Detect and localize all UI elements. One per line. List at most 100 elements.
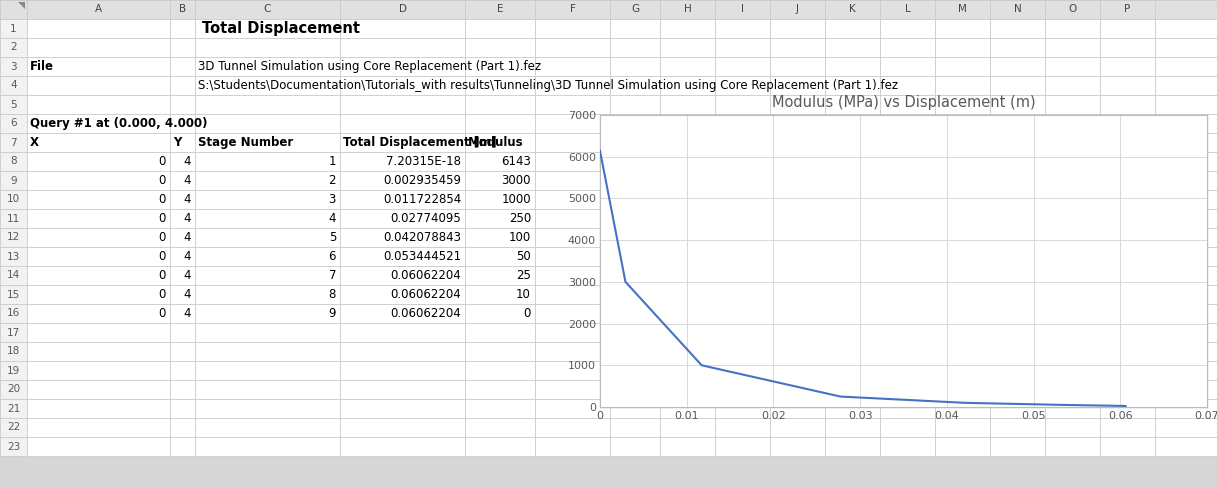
Bar <box>989 361 1045 380</box>
Bar <box>1045 399 1100 418</box>
Text: 8: 8 <box>10 157 17 166</box>
Bar <box>880 114 935 133</box>
Text: 0: 0 <box>158 288 166 301</box>
Text: 25: 25 <box>516 269 531 282</box>
Text: 0: 0 <box>158 212 166 225</box>
Bar <box>935 152 989 171</box>
Bar <box>610 0 660 19</box>
Bar <box>340 304 465 323</box>
Text: 0.002935459: 0.002935459 <box>383 174 461 187</box>
Bar <box>660 285 716 304</box>
Bar <box>465 247 535 266</box>
Bar <box>716 114 770 133</box>
Bar <box>825 304 880 323</box>
Bar <box>195 133 340 152</box>
Bar <box>770 323 825 342</box>
Bar <box>0 152 27 171</box>
Bar <box>880 228 935 247</box>
Bar <box>340 266 465 285</box>
Text: 0.042078843: 0.042078843 <box>383 231 461 244</box>
Bar <box>989 380 1045 399</box>
Bar <box>880 171 935 190</box>
Bar <box>1100 266 1155 285</box>
Bar <box>1045 0 1100 19</box>
Bar <box>1155 190 1217 209</box>
Bar <box>465 342 535 361</box>
Bar <box>465 19 535 38</box>
Bar <box>660 380 716 399</box>
Bar <box>535 95 610 114</box>
Bar <box>770 285 825 304</box>
Bar <box>716 418 770 437</box>
Bar <box>465 190 535 209</box>
Bar <box>825 133 880 152</box>
Bar <box>535 133 610 152</box>
Bar <box>610 133 660 152</box>
Bar <box>716 0 770 19</box>
Text: 1: 1 <box>329 155 336 168</box>
Bar <box>660 361 716 380</box>
Bar <box>825 171 880 190</box>
Bar <box>195 38 340 57</box>
Text: 11: 11 <box>7 214 21 224</box>
Bar <box>660 399 716 418</box>
Bar <box>465 209 535 228</box>
Bar <box>610 190 660 209</box>
Bar <box>1045 418 1100 437</box>
Bar <box>770 57 825 76</box>
Bar <box>0 114 27 133</box>
Text: 6: 6 <box>329 250 336 263</box>
Text: Modulus: Modulus <box>469 136 523 149</box>
Bar <box>27 190 170 209</box>
Bar <box>610 323 660 342</box>
Text: 9: 9 <box>10 176 17 185</box>
Bar <box>610 171 660 190</box>
Text: 3D Tunnel Simulation using Core Replacement (Part 1).fez: 3D Tunnel Simulation using Core Replacem… <box>198 60 542 73</box>
Text: 19: 19 <box>7 366 21 375</box>
Bar <box>610 304 660 323</box>
Bar <box>195 57 340 76</box>
Bar <box>340 19 465 38</box>
Bar <box>1045 76 1100 95</box>
Text: 12: 12 <box>7 232 21 243</box>
Bar <box>340 76 465 95</box>
Bar <box>0 399 27 418</box>
Bar <box>0 209 27 228</box>
Bar <box>825 190 880 209</box>
Bar <box>825 342 880 361</box>
Bar <box>1155 285 1217 304</box>
Bar <box>465 152 535 171</box>
Bar <box>716 38 770 57</box>
Text: 21: 21 <box>7 404 21 413</box>
Title: Modulus (MPa) vs Displacement (m): Modulus (MPa) vs Displacement (m) <box>772 95 1036 110</box>
Bar <box>825 323 880 342</box>
Bar <box>1100 247 1155 266</box>
Bar <box>716 342 770 361</box>
Bar <box>170 399 195 418</box>
Text: Total Displacement: Total Displacement <box>202 21 360 36</box>
Text: 0: 0 <box>158 193 166 206</box>
Bar <box>0 171 27 190</box>
Bar <box>610 418 660 437</box>
Text: 0: 0 <box>158 231 166 244</box>
Bar <box>989 76 1045 95</box>
Bar <box>1045 228 1100 247</box>
Text: 0.053444521: 0.053444521 <box>383 250 461 263</box>
Text: 1000: 1000 <box>501 193 531 206</box>
Bar <box>825 19 880 38</box>
Bar <box>535 285 610 304</box>
Bar <box>1100 418 1155 437</box>
Bar <box>770 380 825 399</box>
Bar <box>610 361 660 380</box>
Bar <box>935 247 989 266</box>
Bar <box>880 304 935 323</box>
Bar <box>195 190 340 209</box>
Bar <box>0 38 27 57</box>
Bar <box>0 0 1217 19</box>
Bar <box>1045 304 1100 323</box>
Bar <box>825 399 880 418</box>
Text: File: File <box>30 60 54 73</box>
Text: 6143: 6143 <box>501 155 531 168</box>
Bar <box>535 38 610 57</box>
Bar <box>716 209 770 228</box>
